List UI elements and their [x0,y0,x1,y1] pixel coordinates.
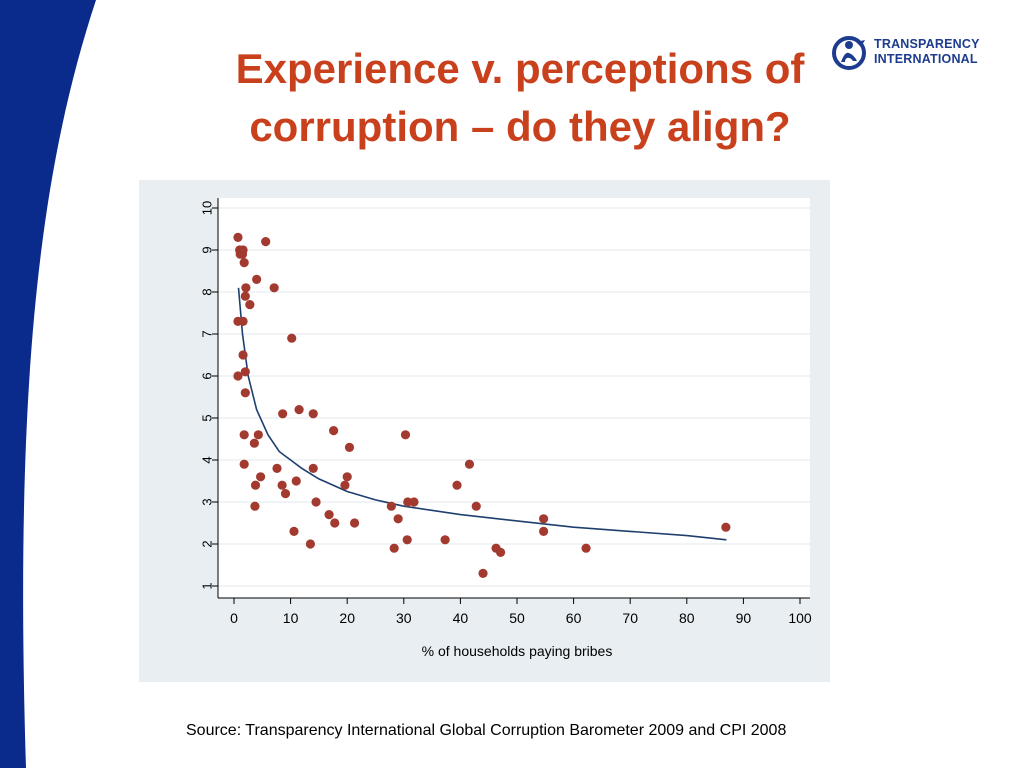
data-point [240,367,250,377]
x-tick-label: 0 [230,610,238,626]
y-tick-label: 9 [200,246,215,253]
y-tick-label: 7 [200,330,215,337]
source-note: Source: Transparency International Globa… [186,722,787,739]
data-point [393,514,403,524]
data-point [389,543,399,553]
data-point [261,237,271,247]
data-point [241,283,251,293]
x-tick-label: 70 [622,610,638,626]
data-point [272,463,282,473]
data-point [478,568,488,578]
transparency-international-logo: TRANSPARENCY INTERNATIONAL [832,34,1012,74]
data-point [539,514,549,524]
y-tick-label: 2 [200,540,215,547]
data-point [238,316,248,326]
x-tick-label: 90 [736,610,752,626]
data-point [250,480,261,490]
x-tick-label: 100 [788,610,812,626]
y-tick-label: 10 [200,201,215,215]
data-point [386,501,396,511]
data-point [238,350,248,360]
data-points [233,232,731,578]
data-point [330,518,340,528]
data-point [291,476,301,486]
x-tick-label: 30 [396,610,412,626]
logo-text-line-2: INTERNATIONAL [874,52,978,66]
y-tick-label: 4 [200,456,215,463]
data-point [278,409,288,419]
data-point [277,480,287,490]
data-point [344,442,355,452]
data-point [495,547,506,557]
data-point [308,409,318,419]
data-point [245,300,255,310]
data-point [342,472,352,482]
data-point [240,291,250,301]
data-point [233,232,243,242]
slide-title: Experience v. perceptions of corruption … [170,40,870,156]
data-point [440,535,450,545]
data-point [452,480,462,490]
data-point [250,501,260,511]
x-tick-label: 20 [339,610,355,626]
fitted-trend-curve [237,287,727,541]
data-point [464,459,475,469]
data-point [252,274,262,284]
data-point [305,539,316,549]
title-line-1: Experience v. perceptions of [235,45,805,92]
data-point [239,430,249,440]
data-point [324,510,334,520]
slide-decoration-blue-arc [0,0,96,768]
data-point [237,249,248,259]
data-point [294,405,304,415]
data-point [239,258,249,268]
data-point [471,501,481,511]
data-point [253,430,263,440]
title-line-2: corruption – do they align? [249,103,791,150]
y-tick-label: 1 [200,582,215,589]
data-point [581,543,591,553]
x-tick-label: 50 [509,610,525,626]
blue-arc-shape [0,0,96,768]
y-tick-label: 6 [200,372,215,379]
plot-area [218,198,810,598]
x-tick-label: 10 [283,610,299,626]
y-tick-label: 5 [200,414,215,421]
data-point [539,526,549,536]
data-point [329,426,339,436]
data-point [402,535,412,545]
data-point [721,522,731,532]
x-tick-label: 80 [679,610,695,626]
data-point [289,526,299,536]
data-point [400,430,411,440]
x-tick-label: 60 [566,610,582,626]
grid-lines [218,207,810,587]
data-point [311,497,321,507]
data-point [256,472,266,482]
data-point [239,459,249,469]
logo-text: TRANSPARENCY INTERNATIONAL [874,37,980,67]
ti-globe-logo-icon [832,36,866,70]
logo-text-line-1: TRANSPARENCY [874,37,980,51]
data-point [233,371,243,381]
y-tick-label: 3 [200,498,215,505]
data-point [409,497,419,507]
data-point [249,438,259,448]
y-tick-label: 8 [200,288,215,295]
data-point [280,489,291,499]
x-axis-title: % of households paying bribes [422,643,613,659]
data-point [269,283,279,293]
x-tick-label: 40 [453,610,469,626]
data-point [308,463,318,473]
data-point [287,333,297,343]
data-point [349,518,360,528]
data-point [340,480,350,490]
data-point [240,388,250,398]
